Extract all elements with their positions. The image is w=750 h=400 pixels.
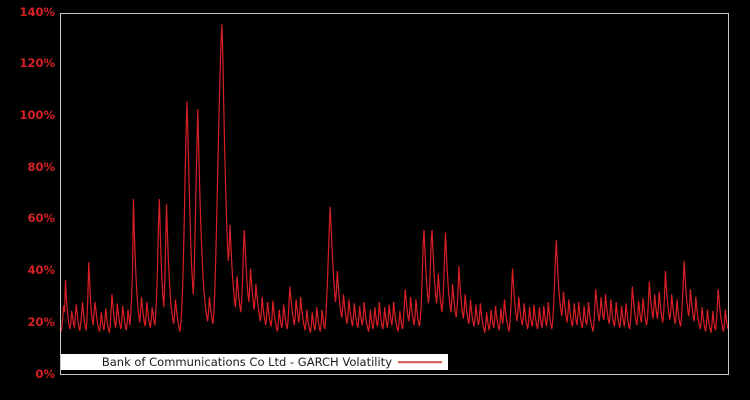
legend[interactable]: Bank of Communications Co Ltd - GARCH Vo…: [61, 354, 448, 370]
legend-label: Bank of Communications Co Ltd - GARCH Vo…: [101, 355, 392, 369]
plot-area: [61, 14, 728, 374]
y-tick-label-60: 60%: [27, 211, 55, 225]
y-tick-label-100: 100%: [19, 108, 55, 122]
y-tick-label-80: 80%: [27, 160, 55, 174]
garch-volatility-line: [61, 24, 728, 333]
volatility-series-svg: [61, 24, 728, 333]
y-tick-label-0: 0%: [35, 367, 55, 381]
y-tick-label-40: 40%: [27, 263, 55, 277]
y-tick-label-20: 20%: [27, 315, 55, 329]
y-axis: 140% 120% 100% 80% 60% 40% 20% 0%: [0, 0, 58, 400]
legend-line-sample-icon: [398, 354, 442, 370]
y-tick-label-120: 120%: [19, 56, 55, 70]
y-tick-label-140: 140%: [19, 5, 55, 19]
